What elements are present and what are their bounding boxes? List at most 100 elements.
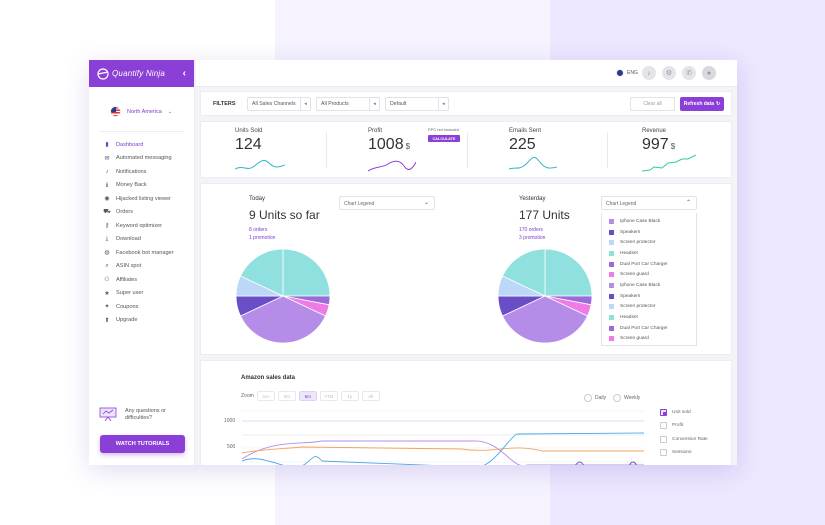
legend-item[interactable]: Headset: [602, 248, 696, 259]
yesterday-headline: 177 Units: [519, 208, 570, 222]
yesterday-label: Yesterday: [519, 196, 546, 202]
legend-swatch: [609, 293, 614, 299]
sidebar-item-label: Super user: [116, 290, 144, 297]
legend-swatch: [609, 336, 614, 342]
sidebar-item-asin-spot[interactable]: ⌕ ASIN spot: [104, 260, 194, 274]
star-icon: ★: [104, 290, 110, 297]
emails-sent-title: Emails Sent: [509, 128, 542, 134]
profit-unit: $: [405, 142, 411, 151]
yesterday-legend-select[interactable]: Chart Legend ⌃: [601, 196, 697, 210]
ninja-logo-icon: [97, 67, 109, 80]
pie-slice-headset[interactable]: [239, 248, 284, 297]
zoom-all-button[interactable]: All: [361, 391, 380, 401]
legend-item[interactable]: Screen guard: [602, 334, 696, 345]
legend-item[interactable]: Dual Port Car Charger: [602, 259, 696, 270]
legend-label: Speakers: [620, 293, 641, 299]
sidebar-item-keyword-optimizer[interactable]: ⚷ Keyword optimizer: [104, 219, 194, 233]
sidebar-item-hijacked-listing-viewer[interactable]: ◉ Hijacked listing viewer: [104, 192, 194, 206]
stats-panel: Units Sold 124 Profit 1008 $ PPC not incl…: [200, 121, 732, 178]
today-headline: 9 Units so far: [249, 208, 320, 222]
sidebar-item-label: Money Back: [116, 182, 147, 189]
metric-unit-sold-checkbox[interactable]: Unit sold: [660, 406, 708, 419]
legend-label: Iphone Case Black: [620, 218, 661, 224]
zoom-6m-button[interactable]: 6m: [298, 391, 317, 401]
daily-radio[interactable]: Daily: [584, 394, 606, 402]
legend-item[interactable]: Headset: [602, 312, 696, 323]
today-legend-select[interactable]: Chart Legend ⌄: [339, 196, 435, 210]
legend-item[interactable]: Speakers: [602, 227, 696, 238]
filters-label: FILTERS: [213, 101, 236, 107]
refresh-data-button[interactable]: Refresh data ↻: [680, 97, 724, 111]
radio-circle: [613, 394, 621, 402]
sidebar-item-facebook-bot-manager[interactable]: ◍ Facebook bot manager: [104, 246, 194, 260]
zoom-controls: Zoom 1m 3m 6m YTD 1y All: [241, 391, 380, 401]
sidebar-item-label: Download: [116, 236, 141, 243]
products-select[interactable]: All Products ◂: [316, 97, 380, 111]
sidebar-item-dashboard[interactable]: ▮ Dashboard: [104, 138, 194, 152]
zoom-1m-button[interactable]: 1m: [256, 391, 275, 401]
emails-sent-stat: Emails Sent 225: [509, 128, 541, 154]
zoom-3m-button[interactable]: 3m: [277, 391, 296, 401]
mail-icon: ✉: [104, 155, 110, 162]
sidebar-nav: ▮ Dashboard ✉ Automated messaging ♪ Notificat…: [89, 138, 194, 327]
metric-conversion-rate-checkbox[interactable]: Conversion Rate: [660, 433, 708, 446]
sidebar-item-super-user[interactable]: ★ Super user: [104, 287, 194, 301]
pie-slice-headset[interactable]: [282, 248, 331, 297]
calculate-button[interactable]: CALCULATE: [428, 135, 460, 142]
phone-icon[interactable]: ✆: [682, 66, 696, 80]
legend-item[interactable]: Screen protector: [602, 302, 696, 313]
checkbox-box: [660, 449, 667, 457]
sidebar-item-affiliates[interactable]: ⚇ Affiliates: [104, 273, 194, 287]
collapse-icon[interactable]: ‹: [182, 68, 186, 79]
watch-tutorials-button[interactable]: WATCH TUTORIALS: [100, 435, 185, 453]
legend-item[interactable]: Speakers: [602, 291, 696, 302]
logo[interactable]: Quantify Ninja: [97, 67, 165, 80]
sort-select[interactable]: Default ◂: [385, 97, 449, 111]
pie-slice-iphone-case-black[interactable]: [239, 295, 327, 344]
pie-slice-iphone-case-black[interactable]: [501, 295, 589, 344]
bell-icon[interactable]: ♪: [642, 66, 656, 80]
legend-item[interactable]: Iphone Case Black: [602, 216, 696, 227]
yesterday-column: Yesterday 177 Units 170 orders 3 promoti…: [519, 196, 570, 242]
legend-swatch: [609, 261, 614, 267]
conversion-line: [242, 446, 644, 454]
sales-channel-select[interactable]: All Sales Channels ◂: [247, 97, 311, 111]
sidebar-item-orders[interactable]: ⛟ Orders: [103, 206, 194, 220]
clear-all-button[interactable]: Clear all: [630, 97, 675, 111]
pie-slice-headset[interactable]: [544, 248, 593, 297]
legend-item[interactable]: Screen protector: [602, 237, 696, 248]
sessions-spike-line: [575, 461, 637, 465]
weekly-radio[interactable]: Weekly: [613, 394, 640, 402]
legend-swatch: [609, 250, 614, 256]
zoom-1y-button[interactable]: 1y: [340, 391, 359, 401]
today-pie-chart: [235, 248, 331, 344]
metric-label: Profit: [672, 423, 684, 429]
caret-left-icon: ◂: [369, 98, 379, 110]
legend-item[interactable]: Iphone Case Black: [602, 280, 696, 291]
sidebar-item-upgrade[interactable]: ⬆ Upgrade: [104, 314, 194, 328]
filters-bar: FILTERS All Sales Channels ◂ All Product…: [200, 91, 732, 116]
region-selector[interactable]: North America ⌄: [89, 87, 194, 125]
bar-chart-icon: ▮: [105, 142, 109, 149]
sidebar-item-coupons[interactable]: ✦ Coupons: [104, 300, 194, 314]
metric-profit-checkbox[interactable]: Profit: [660, 419, 708, 432]
sidebar-item-notifications[interactable]: ♪ Notifications: [104, 165, 194, 179]
sidebar-item-label: Hijacked listing viewer: [116, 195, 172, 202]
language-selector[interactable]: ENG ⌄: [616, 69, 645, 77]
weekly-label: Weekly: [624, 395, 641, 401]
legend-item[interactable]: Screen guard: [602, 269, 696, 280]
metric-label: Conversion Rate: [672, 436, 708, 442]
divider: [467, 132, 468, 168]
sidebar-item-download[interactable]: ⤓ Download: [104, 233, 194, 247]
gear-icon[interactable]: ⚙: [662, 66, 676, 80]
pie-slice-headset[interactable]: [501, 248, 546, 297]
amazon-sales-panel: Amazon sales data Zoom 1m 3m 6m YTD 1y All Da…: [200, 360, 732, 465]
refresh-label: Refresh data: [683, 101, 715, 107]
avatar[interactable]: ●: [702, 66, 716, 80]
zoom-ytd-button[interactable]: YTD: [319, 391, 338, 401]
sidebar-item-automated-messaging[interactable]: ✉ Automated messaging: [104, 152, 194, 166]
metric-sessions-checkbox[interactable]: Sessions: [660, 446, 708, 459]
legend-swatch: [609, 315, 614, 321]
legend-item[interactable]: Dual Port Car Charger: [602, 323, 696, 334]
sidebar-item-money-back[interactable]: ℹ Money Back: [104, 179, 194, 193]
